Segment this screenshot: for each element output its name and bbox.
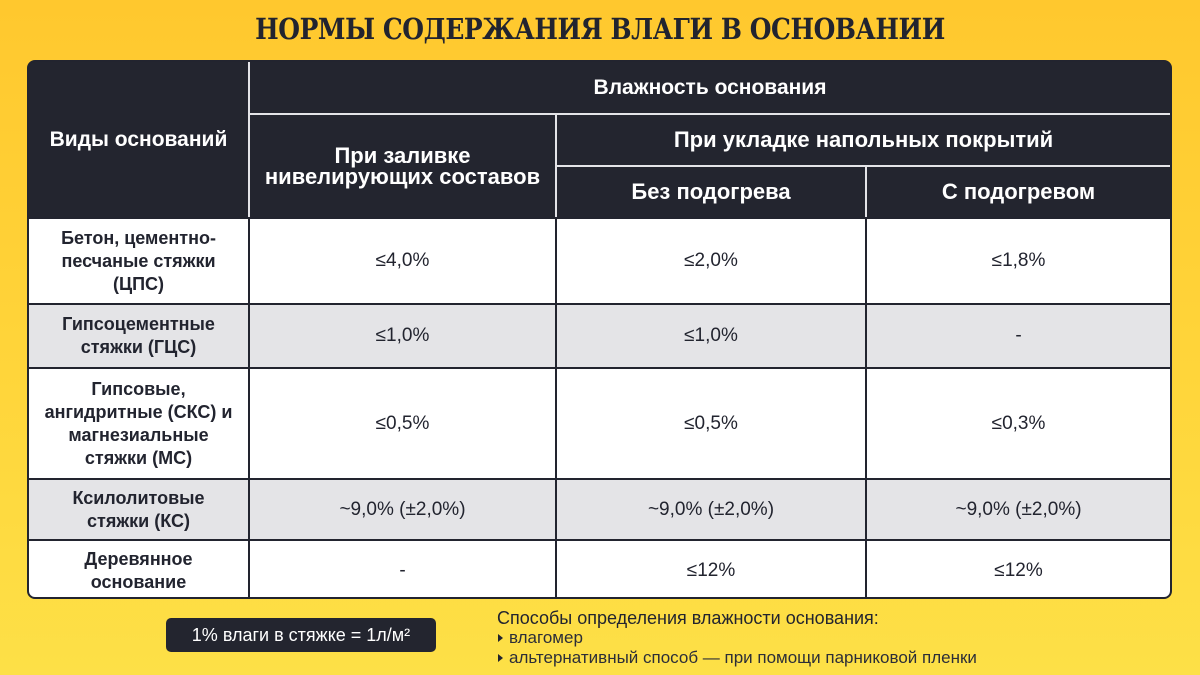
page-title: НОРМЫ СОДЕРЖАНИЯ ВЛАГИ В ОСНОВАНИИ	[255, 12, 945, 46]
header-moisture-group: Влажность основания	[247, 62, 1170, 115]
cell-leveling: ~9,0% (±2,0%)	[248, 478, 557, 541]
cell-heating: ≤12%	[864, 539, 1170, 597]
cell-leveling: -	[248, 539, 557, 597]
method-label: альтернативный способ — при помощи парни…	[509, 648, 977, 667]
cell-no-heating: ≤2,0%	[555, 217, 867, 305]
cell-heating: ≤1,8%	[864, 217, 1170, 305]
header-leveling: При заливке нивелирующих составов	[248, 113, 557, 219]
moisture-conversion-note: 1% влаги в стяжке = 1л/м²	[166, 618, 436, 652]
table-row: Бетон, цементно-песчаные стяжки (ЦПС) ≤4…	[29, 217, 1170, 305]
cell-no-heating: ≤0,5%	[555, 367, 867, 480]
row-base-type: Гипсоцементные стяжки (ГЦС)	[29, 303, 250, 369]
header-heating: С подогревом	[864, 165, 1170, 219]
cell-heating: ~9,0% (±2,0%)	[864, 478, 1170, 541]
table-row: Ксилолитовые стяжки (КС) ~9,0% (±2,0%) ~…	[29, 478, 1170, 541]
method-item: альтернативный способ — при помощи парни…	[497, 648, 1117, 668]
table-row: Деревянное основание - ≤12% ≤12%	[29, 539, 1170, 597]
table-row: Гипсовые, ангидритные (СКС) и магнезиаль…	[29, 367, 1170, 480]
method-label: влагомер	[509, 628, 583, 647]
method-item: влагомер	[497, 628, 1117, 648]
measurement-methods: Способы определения влажности основания:…	[497, 608, 1117, 668]
row-base-type: Гипсовые, ангидритные (СКС) и магнезиаль…	[29, 367, 250, 480]
table-row: Гипсоцементные стяжки (ГЦС) ≤1,0% ≤1,0% …	[29, 303, 1170, 369]
cell-no-heating: ~9,0% (±2,0%)	[555, 478, 867, 541]
header-flooring: При укладке напольных покрытий	[554, 113, 1170, 167]
cell-no-heating: ≤12%	[555, 539, 867, 597]
triangle-bullet-icon	[498, 654, 503, 662]
row-base-type: Ксилолитовые стяжки (КС)	[29, 478, 250, 541]
cell-leveling: ≤1,0%	[248, 303, 557, 369]
cell-heating: -	[864, 303, 1170, 369]
cell-leveling: ≤4,0%	[248, 217, 557, 305]
row-base-type: Деревянное основание	[29, 539, 250, 597]
methods-title: Способы определения влажности основания:	[497, 608, 879, 628]
cell-no-heating: ≤1,0%	[555, 303, 867, 369]
header-no-heating: Без подогрева	[555, 165, 867, 219]
cell-heating: ≤0,3%	[864, 367, 1170, 480]
triangle-bullet-icon	[498, 634, 503, 642]
row-base-type: Бетон, цементно-песчаные стяжки (ЦПС)	[29, 217, 250, 305]
header-base-types: Виды оснований	[29, 62, 250, 219]
cell-leveling: ≤0,5%	[248, 367, 557, 480]
moisture-norms-table: Виды оснований Влажность основания При з…	[27, 60, 1172, 599]
